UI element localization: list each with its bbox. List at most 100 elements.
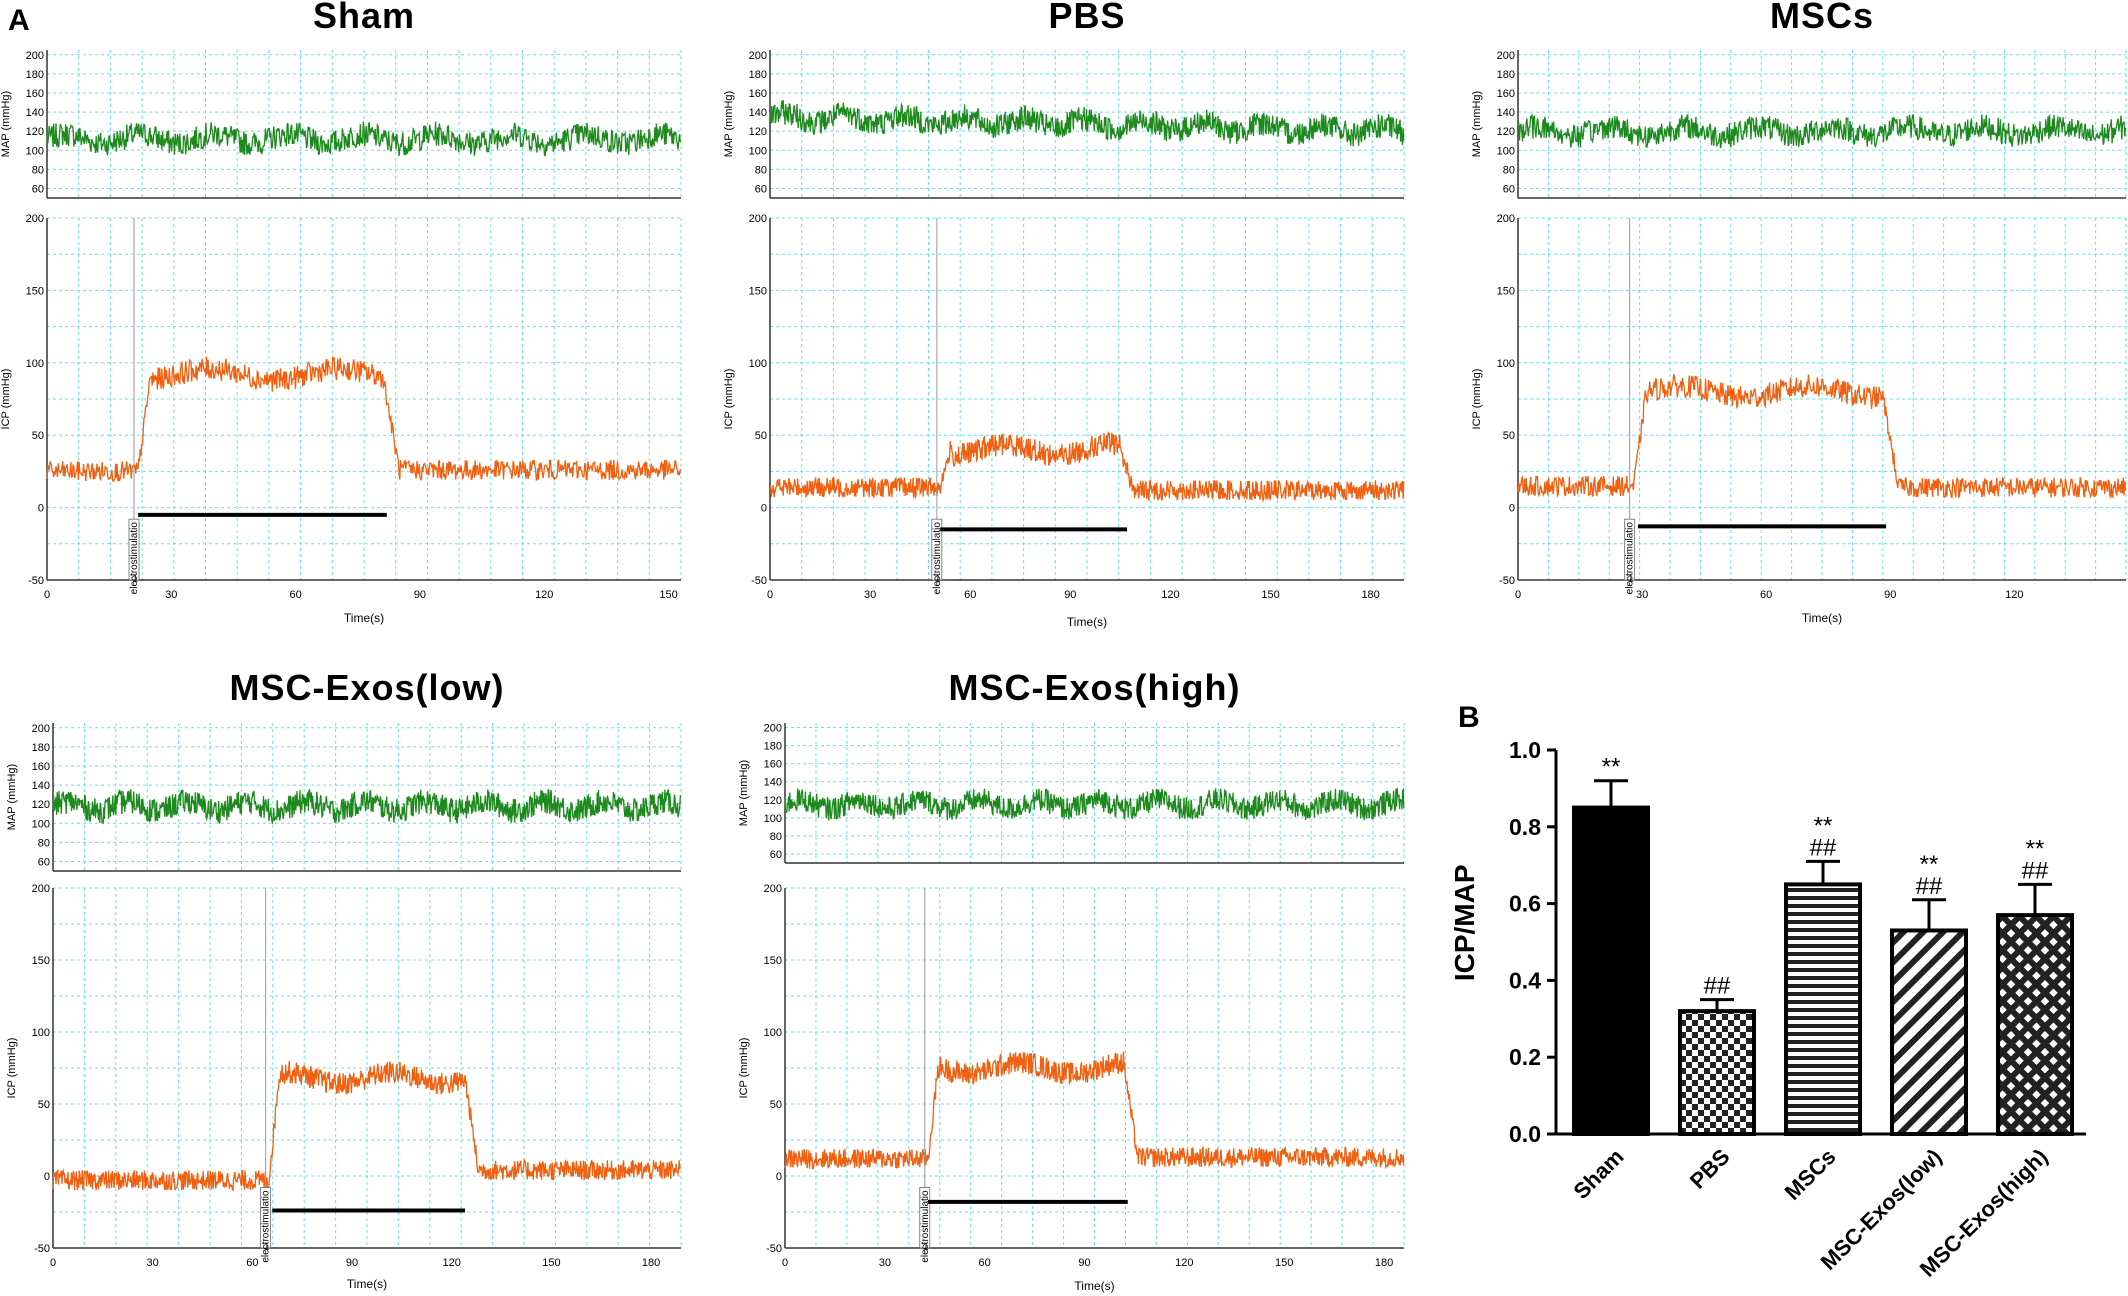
map-tick-label: 100 — [26, 145, 44, 157]
trace-panel: MSC-Exos(high)2001801601401201008060MAP … — [738, 667, 1405, 1293]
map-tick-label: 180 — [764, 741, 782, 753]
map-tick-label: 120 — [32, 799, 50, 811]
event-label: electrostimulatio — [932, 522, 943, 595]
panel-title: Sham — [313, 0, 415, 36]
significance-label: ** — [1602, 754, 1621, 781]
x-tick-label: 120 — [1161, 589, 1179, 601]
map-tick-label: 60 — [38, 856, 50, 868]
event-label-box — [919, 1187, 931, 1249]
map-tick-label: 140 — [1497, 107, 1515, 119]
map-tick-label: 200 — [26, 50, 44, 62]
bar-y-tick-label: 1.0 — [1509, 737, 1541, 763]
icp-axis-label: ICP (mmHg) — [738, 1038, 750, 1099]
x-tick-label: 0 — [782, 1257, 788, 1269]
x-tick-label: 150 — [659, 589, 677, 601]
map-tick-label: 200 — [32, 723, 50, 735]
panel-b-label: B — [1458, 701, 1480, 734]
icp-tick-label: -50 — [766, 1243, 782, 1255]
map-tick-label: 200 — [764, 723, 782, 735]
event-number: 1 — [132, 574, 138, 585]
significance-label: ** — [2026, 835, 2045, 862]
icp-tick-label: -50 — [28, 575, 44, 587]
icp-tick-label: 200 — [1497, 213, 1515, 225]
map-tick-label: 160 — [26, 88, 44, 100]
map-axis-label: MAP (mmHg) — [0, 91, 12, 157]
event-number: 1 — [1628, 574, 1634, 585]
map-trace — [1517, 113, 2127, 149]
icp-tick-label: 50 — [1503, 430, 1515, 442]
panel-title: PBS — [1048, 0, 1125, 36]
bar-category-label: MSCs — [1780, 1144, 1841, 1205]
map-tick-label: 80 — [1503, 164, 1515, 176]
icp-trace — [769, 430, 1405, 503]
icp-tick-label: -50 — [34, 1243, 50, 1255]
icp-tick-label: 50 — [770, 1099, 782, 1111]
icp-tick-label: 0 — [1509, 503, 1515, 515]
event-label-box — [128, 518, 140, 581]
x-tick-label: 120 — [1175, 1257, 1193, 1269]
icp-axis-label: ICP (mmHg) — [723, 369, 735, 430]
map-tick-label: 80 — [32, 164, 44, 176]
event-label-box — [260, 1187, 272, 1249]
map-axis-label: MAP (mmHg) — [1471, 91, 1483, 157]
icp-tick-label: 200 — [749, 213, 767, 225]
x-tick-label: 30 — [1636, 589, 1648, 601]
map-tick-label: 140 — [764, 777, 782, 789]
map-tick-label: 60 — [770, 849, 782, 861]
map-tick-label: 200 — [749, 50, 767, 62]
x-tick-label: 60 — [290, 589, 302, 601]
map-tick-label: 120 — [26, 126, 44, 138]
x-tick-label: 90 — [1064, 589, 1076, 601]
x-tick-label: 120 — [535, 589, 553, 601]
icp-tick-label: 50 — [32, 430, 44, 442]
event-label: electrostimulatio — [1625, 522, 1636, 595]
event-label: electrostimulatio — [261, 1190, 272, 1263]
x-tick-label: 0 — [44, 589, 50, 601]
map-tick-label: 140 — [749, 107, 767, 119]
icp-tick-label: 100 — [749, 358, 767, 370]
map-tick-label: 180 — [32, 742, 50, 754]
panel-title: MSCs — [1770, 0, 1874, 36]
map-axis-label: MAP (mmHg) — [723, 91, 735, 157]
icp-tick-label: -50 — [751, 575, 767, 587]
bar-y-tick-label: 0.2 — [1509, 1044, 1541, 1070]
icp-tick-label: 100 — [32, 1027, 50, 1039]
event-number: 1 — [264, 1242, 270, 1253]
significance-label: ** — [1814, 812, 1833, 839]
bar-y-tick-label: 0.8 — [1509, 814, 1541, 840]
x-tick-label: 30 — [165, 589, 177, 601]
icp-trace — [784, 1051, 1405, 1170]
icp-tick-label: 150 — [32, 955, 50, 967]
x-tick-label: 0 — [1515, 589, 1521, 601]
map-axis-label: MAP (mmHg) — [738, 760, 750, 826]
icp-tick-label: 150 — [1497, 285, 1515, 297]
icp-tick-label: -50 — [1499, 575, 1515, 587]
map-tick-label: 80 — [770, 831, 782, 843]
map-trace — [769, 100, 1405, 147]
x-tick-label: 180 — [642, 1257, 660, 1269]
x-tick-label: 90 — [414, 589, 426, 601]
map-tick-label: 180 — [749, 69, 767, 81]
map-tick-label: 140 — [32, 780, 50, 792]
icp-tick-label: 150 — [764, 955, 782, 967]
icp-tick-label: 100 — [764, 1027, 782, 1039]
map-axis-label: MAP (mmHg) — [6, 764, 18, 830]
x-tick-label: 120 — [443, 1257, 461, 1269]
map-tick-label: 180 — [26, 69, 44, 81]
event-label: electrostimulatio — [920, 1190, 931, 1263]
event-label-box — [931, 518, 943, 581]
map-tick-label: 160 — [32, 761, 50, 773]
x-tick-label: 60 — [1760, 589, 1772, 601]
grid — [52, 723, 682, 1249]
bar-category-label: Sham — [1568, 1144, 1628, 1204]
x-tick-label: 90 — [346, 1257, 358, 1269]
bar-y-tick-label: 0.0 — [1509, 1121, 1541, 1147]
map-tick-label: 80 — [755, 164, 767, 176]
icp-tick-label: 200 — [26, 213, 44, 225]
x-tick-label: 30 — [879, 1257, 891, 1269]
